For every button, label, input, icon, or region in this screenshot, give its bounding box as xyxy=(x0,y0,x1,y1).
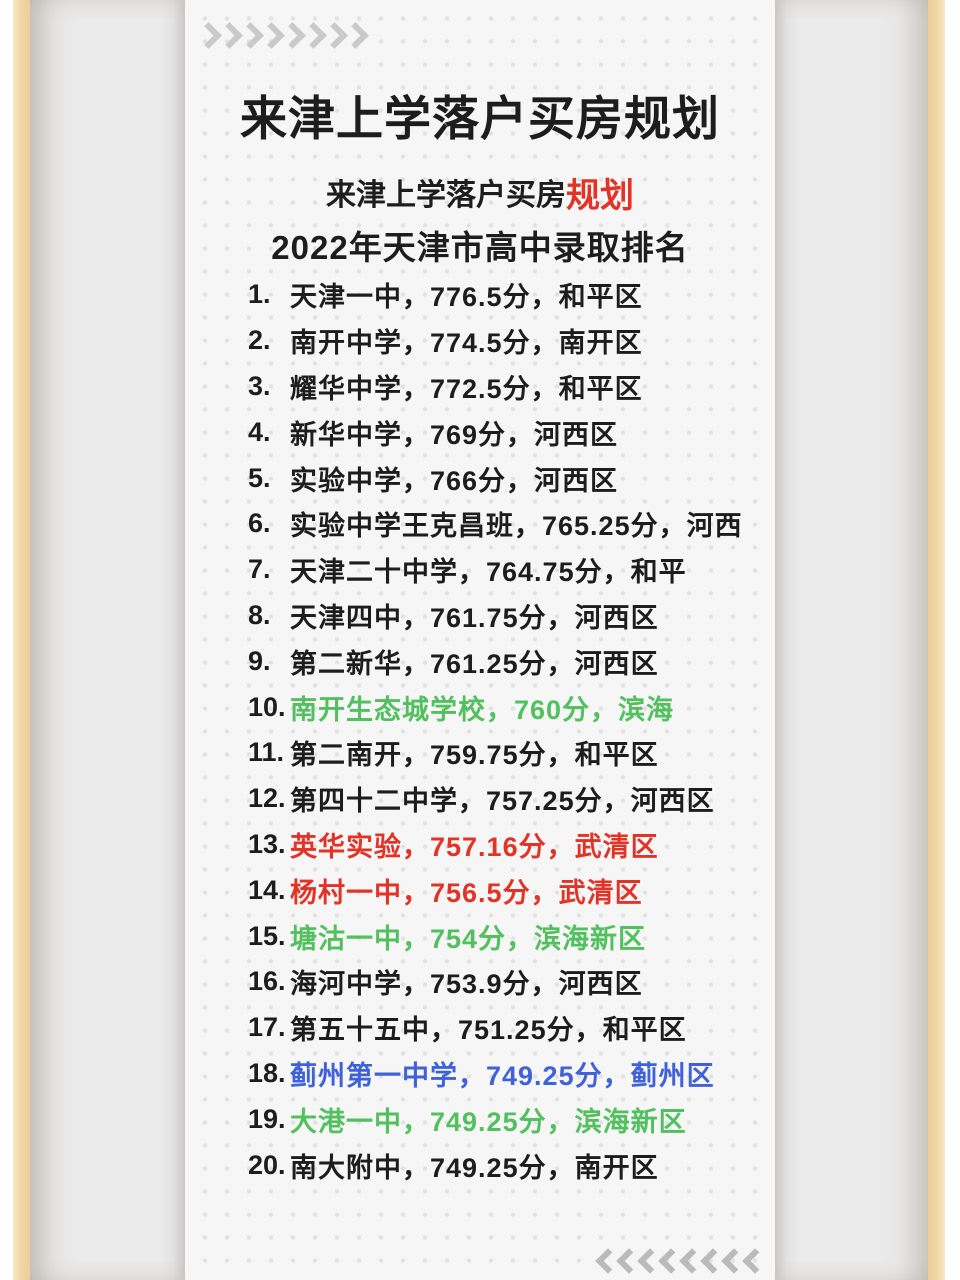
content-card: 来津上学落户买房规划 来津上学落户买房规划 2022年天津市高中录取排名 1. 天… xyxy=(185,0,775,1280)
ranking-item: 19. 大港一中，749.25分，滨海新区 xyxy=(248,1096,758,1142)
ranking-item: 12. 第四十二中学，757.25分，河西区 xyxy=(248,776,758,822)
rank-number: 8. xyxy=(248,599,271,630)
poster-subtitle: 来津上学落户买房规划 xyxy=(185,168,775,217)
rank-text: 南开生态城学校，760分，滨海 xyxy=(290,694,675,725)
rank-text: 天津四中，761.75分，河西区 xyxy=(290,602,659,633)
rank-number: 13. xyxy=(248,828,286,859)
ranking-item: 18. 蓟州第一中学，749.25分，蓟州区 xyxy=(248,1051,758,1097)
chevron-left-icon xyxy=(742,1248,768,1274)
ranking-item: 15. 塘沽一中，754分，滨海新区 xyxy=(248,913,758,959)
rank-text: 天津一中，776.5分，和平区 xyxy=(290,282,643,313)
rank-text: 第二新华，761.25分，河西区 xyxy=(290,648,659,679)
rank-number: 17. xyxy=(248,1012,286,1043)
rank-text: 海河中学，753.9分，河西区 xyxy=(290,969,643,1000)
rank-text: 第五十五中，751.25分，和平区 xyxy=(290,1015,687,1046)
rank-number: 10. xyxy=(248,691,286,722)
top-arrows xyxy=(195,22,369,52)
rank-number: 14. xyxy=(248,874,286,905)
rank-number: 11. xyxy=(248,737,285,768)
ranking-item: 1. 天津一中，776.5分，和平区 xyxy=(248,272,758,318)
ranking-item: 17. 第五十五中，751.25分，和平区 xyxy=(248,1005,758,1051)
rank-text: 实验中学，766分，河西区 xyxy=(290,465,619,496)
ranking-item: 11. 第二南开，759.75分，和平区 xyxy=(248,730,758,776)
rank-number: 2. xyxy=(248,325,271,356)
rank-number: 9. xyxy=(248,645,271,676)
ranking-item: 6. 实验中学王克昌班，765.25分，河西 xyxy=(248,501,758,547)
ranking-item: 14. 杨村一中，756.5分，武清区 xyxy=(248,867,758,913)
rank-text: 实验中学王克昌班，765.25分，河西 xyxy=(290,511,743,542)
section-heading: 2022年天津市高中录取排名 xyxy=(271,229,689,266)
rank-text: 新华中学，769分，河西区 xyxy=(290,419,619,450)
rank-text: 第四十二中学，757.25分，河西区 xyxy=(290,786,715,817)
ranking-item: 13. 英华实验，757.16分，武清区 xyxy=(248,822,758,868)
frame-right-strip xyxy=(928,0,945,1280)
bottom-arrows xyxy=(595,1248,768,1278)
ranking-item: 10. 南开生态城学校，760分，滨海 xyxy=(248,684,758,730)
rank-text: 第二南开，759.75分，和平区 xyxy=(290,740,659,771)
rank-number: 20. xyxy=(248,1149,286,1180)
ranking-item: 9. 第二新华，761.25分，河西区 xyxy=(248,638,758,684)
ranking-item: 2. 南开中学，774.5分，南开区 xyxy=(248,318,758,364)
rank-text: 南开中学，774.5分，南开区 xyxy=(290,328,643,359)
subtitle-highlight: 规划 xyxy=(566,177,634,215)
ranking-list: 1. 天津一中，776.5分，和平区 2. 南开中学，774.5分，南开区 3. 耀华中学… xyxy=(248,272,758,1188)
rank-text: 南大附中，749.25分，南开区 xyxy=(290,1152,659,1183)
ranking-item: 8. 天津四中，761.75分，河西区 xyxy=(248,593,758,639)
rank-text: 杨村一中，756.5分，武清区 xyxy=(290,877,643,908)
rank-text: 塘沽一中，754分，滨海新区 xyxy=(290,923,647,954)
rank-text: 大港一中，749.25分，滨海新区 xyxy=(290,1106,687,1137)
rank-number: 5. xyxy=(248,462,271,493)
rank-number: 18. xyxy=(248,1057,286,1088)
rank-text: 英华实验，757.16分，武清区 xyxy=(290,831,659,862)
rank-number: 15. xyxy=(248,920,286,951)
ranking-item: 20. 南大附中，749.25分，南开区 xyxy=(248,1142,758,1188)
rank-number: 19. xyxy=(248,1103,286,1134)
rank-text: 蓟州第一中学，749.25分，蓟州区 xyxy=(290,1060,715,1091)
rank-number: 1. xyxy=(248,279,271,310)
rank-number: 7. xyxy=(248,554,271,585)
rank-number: 3. xyxy=(248,370,271,401)
ranking-item: 3. 耀华中学，772.5分，和平区 xyxy=(248,364,758,410)
chevron-right-icon xyxy=(342,22,369,49)
ranking-item: 16. 海河中学，753.9分，河西区 xyxy=(248,959,758,1005)
ranking-item: 4. 新华中学，769分，河西区 xyxy=(248,409,758,455)
frame-left-strip xyxy=(13,0,30,1280)
rank-number: 4. xyxy=(248,416,271,447)
rank-number: 6. xyxy=(248,508,271,539)
rank-number: 12. xyxy=(248,783,286,814)
rank-text: 耀华中学，772.5分，和平区 xyxy=(290,373,643,404)
poster-title: 来津上学落户买房规划 xyxy=(240,92,720,145)
ranking-item: 5. 实验中学，766分，河西区 xyxy=(248,455,758,501)
rank-text: 天津二十中学，764.75分，和平 xyxy=(290,557,687,588)
subtitle-black-text: 来津上学落户买房 xyxy=(326,179,566,212)
rank-number: 16. xyxy=(248,966,286,997)
ranking-item: 7. 天津二十中学，764.75分，和平 xyxy=(248,547,758,593)
